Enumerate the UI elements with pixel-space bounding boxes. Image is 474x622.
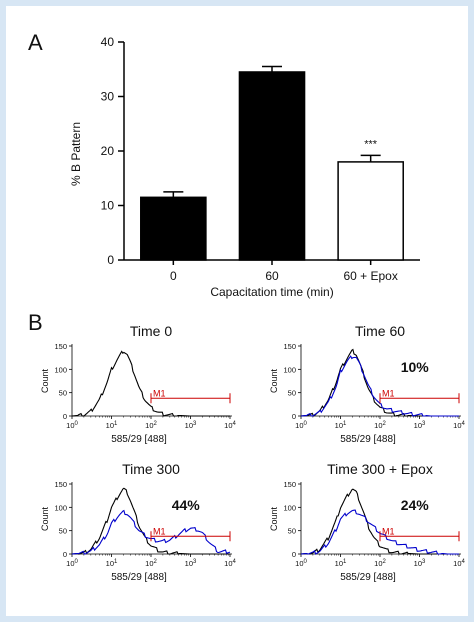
bar-y-title: % B Pattern [69, 122, 83, 186]
bar-y-tick-label: 40 [101, 35, 115, 49]
histogram-x-tick-label: 101 [335, 559, 347, 568]
histogram-x-tick-label: 104 [224, 421, 236, 430]
histogram-trace-control [71, 350, 230, 417]
bar [238, 71, 306, 261]
histogram-x-tick-label: 100 [66, 559, 78, 568]
bar-y-tick-label: 10 [101, 199, 115, 213]
histogram-x-tick-label: 103 [414, 559, 426, 568]
panel-a-letter: A [28, 30, 43, 55]
histogram-x-tick-label: 104 [453, 421, 465, 430]
histogram-y-tick-label: 150 [54, 342, 67, 351]
bar [337, 161, 404, 261]
gate-percent-label: 10% [401, 359, 430, 375]
bar-y-tick-label: 20 [101, 144, 115, 158]
histogram-x-tick-label: 102 [145, 421, 157, 430]
histogram-x-tick-label: 102 [374, 559, 386, 568]
panel-b-letter: B [28, 310, 43, 335]
histogram-x-tick-label: 101 [106, 421, 118, 430]
histogram-x-tick-label: 100 [295, 421, 307, 430]
panel-b: B Time 0 0 50 100 150 100 101 102 103 104 585/29 [… [28, 310, 466, 583]
bar-x-tick-label: 60 [265, 269, 279, 283]
histogram-x-tick-label: 100 [295, 559, 307, 568]
histogram-title: Time 300 [122, 461, 180, 477]
histogram-x-tick-label: 103 [185, 421, 197, 430]
gate-percent-label: 44% [172, 497, 201, 513]
histogram-time-300: Time 300 0 50 100 150 100 101 102 103 104 585/29 [… [40, 461, 237, 583]
bar-series: *** [140, 65, 404, 261]
histogram-x-title: 585/29 [488] [111, 434, 167, 445]
bar-y-tick-label: 30 [101, 90, 115, 104]
bar-y-ticks: 0 10 20 30 40 [101, 35, 124, 267]
bar-x-ticks: 0 60 60 + Epox [170, 260, 398, 283]
gate-m1-label: M1 [153, 388, 166, 398]
histogram-time-0: Time 0 0 50 100 150 100 101 102 103 104 585/29 [48… [40, 323, 237, 445]
histogram-x-tick-label: 103 [414, 421, 426, 430]
histogram-y-tick-label: 0 [292, 550, 296, 559]
histogram-y-tick-label: 50 [288, 527, 296, 536]
gate-percent-label: 24% [401, 497, 430, 513]
histogram-y-tick-label: 150 [283, 480, 296, 489]
histogram-time-300-epox: Time 300 + Epox 0 50 100 150 100 101 102 103 104 5… [269, 461, 466, 583]
histogram-trace-sample [300, 355, 459, 417]
histogram-y-tick-label: 150 [54, 480, 67, 489]
histogram-y-title: Count [269, 507, 279, 532]
gate-m1-label: M1 [382, 526, 395, 536]
histogram-x-tick-label: 102 [374, 421, 386, 430]
histogram-x-tick-label: 101 [335, 421, 347, 430]
bar-x-title: Capacitation time (min) [210, 285, 333, 299]
histogram-y-tick-label: 100 [54, 503, 67, 512]
histogram-y-tick-label: 150 [283, 342, 296, 351]
histogram-trace-control [71, 487, 230, 555]
significance-marker: *** [364, 138, 378, 150]
bar-y-tick-label: 0 [107, 253, 114, 267]
bar-x-tick-label: 60 + Epox [343, 269, 397, 283]
histogram-y-tick-label: 0 [63, 412, 67, 421]
histogram-x-tick-label: 103 [185, 559, 197, 568]
histogram-y-tick-label: 100 [283, 365, 296, 374]
histogram-title: Time 0 [130, 323, 172, 339]
bar [140, 196, 207, 261]
gate-m1-label: M1 [382, 388, 395, 398]
histogram-y-tick-label: 100 [283, 503, 296, 512]
histogram-x-title: 585/29 [488] [340, 572, 396, 583]
histogram-x-tick-label: 104 [224, 559, 236, 568]
histogram-y-tick-label: 0 [63, 550, 67, 559]
histogram-y-tick-label: 50 [59, 389, 67, 398]
histogram-time-60: Time 60 0 50 100 150 100 101 102 103 104 585/29 [4… [269, 323, 466, 445]
histogram-x-tick-label: 104 [453, 559, 465, 568]
gate-m1-label: M1 [153, 526, 166, 536]
histogram-title: Time 300 + Epox [327, 461, 433, 477]
histogram-y-title: Count [40, 507, 50, 532]
histogram-y-tick-label: 50 [288, 389, 296, 398]
histogram-y-title: Count [40, 369, 50, 394]
histogram-x-tick-label: 102 [145, 559, 157, 568]
panel-a: A 0 10 20 30 40 *** 0 60 60 + Epox Capacitatio… [28, 30, 420, 299]
bar-x-tick-label: 0 [170, 269, 177, 283]
histogram-x-tick-label: 101 [106, 559, 118, 568]
histogram-y-tick-label: 100 [54, 365, 67, 374]
histogram-x-title: 585/29 [488] [111, 572, 167, 583]
histogram-x-tick-label: 100 [66, 421, 78, 430]
histogram-x-title: 585/29 [488] [340, 434, 396, 445]
histogram-y-title: Count [269, 369, 279, 394]
histogram-title: Time 60 [355, 323, 405, 339]
histogram-y-tick-label: 50 [59, 527, 67, 536]
histogram-trace-control [300, 488, 459, 555]
histogram-y-tick-label: 0 [292, 412, 296, 421]
